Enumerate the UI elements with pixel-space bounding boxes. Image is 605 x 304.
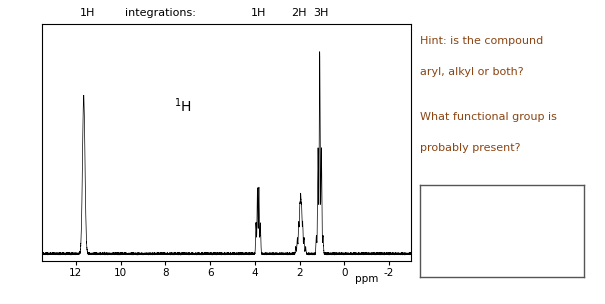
Text: $^{1}$H: $^{1}$H <box>174 96 192 115</box>
Text: Hint: is the compound: Hint: is the compound <box>420 36 544 47</box>
Text: 3H: 3H <box>313 9 329 19</box>
Text: 1H: 1H <box>79 9 95 19</box>
Text: probably present?: probably present? <box>420 143 521 153</box>
Text: 1H: 1H <box>250 9 266 19</box>
Text: aryl, alkyl or both?: aryl, alkyl or both? <box>420 67 524 77</box>
Text: What functional group is: What functional group is <box>420 112 557 123</box>
Text: integrations:: integrations: <box>125 9 197 19</box>
Text: 2H: 2H <box>290 9 306 19</box>
Text: ppm: ppm <box>355 274 378 284</box>
